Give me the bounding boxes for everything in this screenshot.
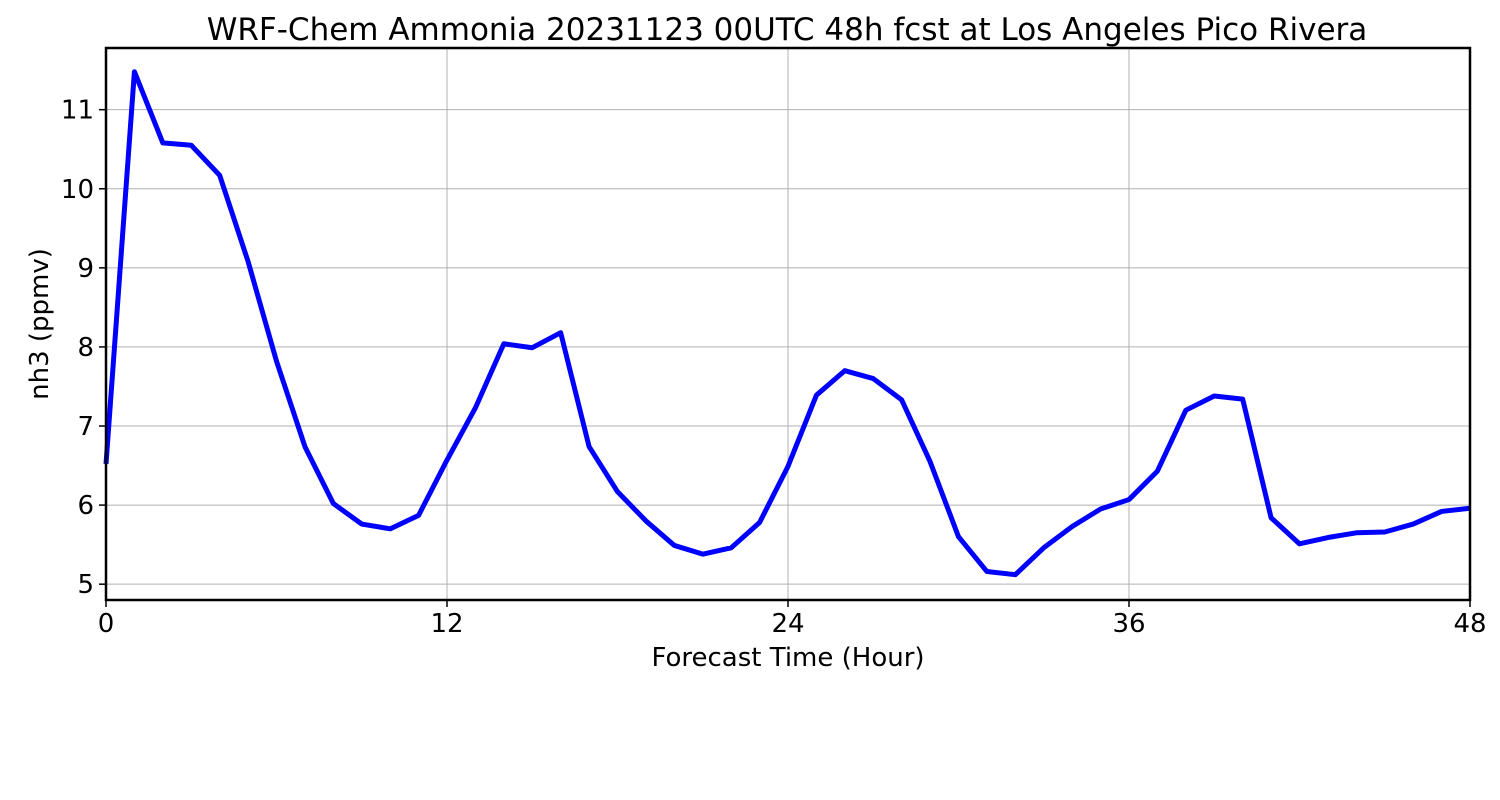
- y-tick-label: 6: [77, 491, 94, 521]
- chart-title: WRF-Chem Ammonia 20231123 00UTC 48h fcst…: [207, 12, 1368, 48]
- x-axis-label: Forecast Time (Hour): [651, 643, 924, 673]
- x-tick-label: 24: [771, 609, 804, 639]
- y-tick-label: 10: [61, 175, 94, 205]
- x-tick-label: 0: [98, 609, 115, 639]
- y-tick-label: 7: [77, 412, 94, 442]
- x-tick-label: 36: [1112, 609, 1145, 639]
- y-tick-label: 9: [77, 254, 94, 284]
- ticks-group: 0 12 24 36 48 5 6 7 8 9 10 11: [61, 96, 1487, 639]
- y-axis-label: nh3 (ppmv): [25, 248, 55, 400]
- y-tick-label: 11: [61, 96, 94, 126]
- y-tick-label: 5: [77, 570, 94, 600]
- series-line: [103, 69, 1471, 578]
- x-tick-label: 48: [1453, 609, 1486, 639]
- x-tick-label: 12: [430, 609, 463, 639]
- series-group: [103, 69, 1471, 578]
- y-tick-label: 8: [77, 333, 94, 363]
